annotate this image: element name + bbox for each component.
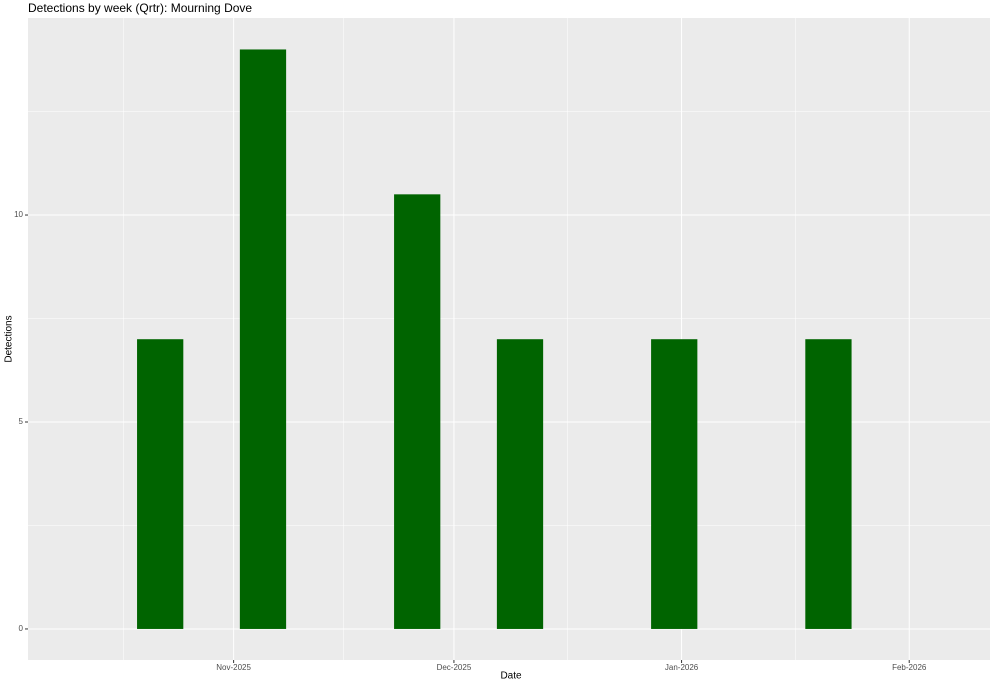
bar xyxy=(137,339,184,629)
chart-title: Detections by week (Qrtr): Mourning Dove xyxy=(28,1,252,15)
y-tick-label: 10 xyxy=(14,210,23,219)
bar xyxy=(394,194,441,629)
bar xyxy=(651,339,698,629)
x-tick-label: Jan-2026 xyxy=(665,663,699,672)
y-tick-label: 0 xyxy=(19,624,24,633)
y-axis-label: Detections xyxy=(4,315,15,362)
bar xyxy=(239,49,287,629)
x-tick-label: Dec-2025 xyxy=(437,663,472,672)
bar xyxy=(496,339,544,629)
bar xyxy=(805,339,852,629)
y-tick-label: 5 xyxy=(19,417,24,426)
x-axis-label: Date xyxy=(500,671,522,682)
x-tick-label: Nov-2025 xyxy=(216,663,251,672)
x-tick-label: Feb-2026 xyxy=(892,663,927,672)
